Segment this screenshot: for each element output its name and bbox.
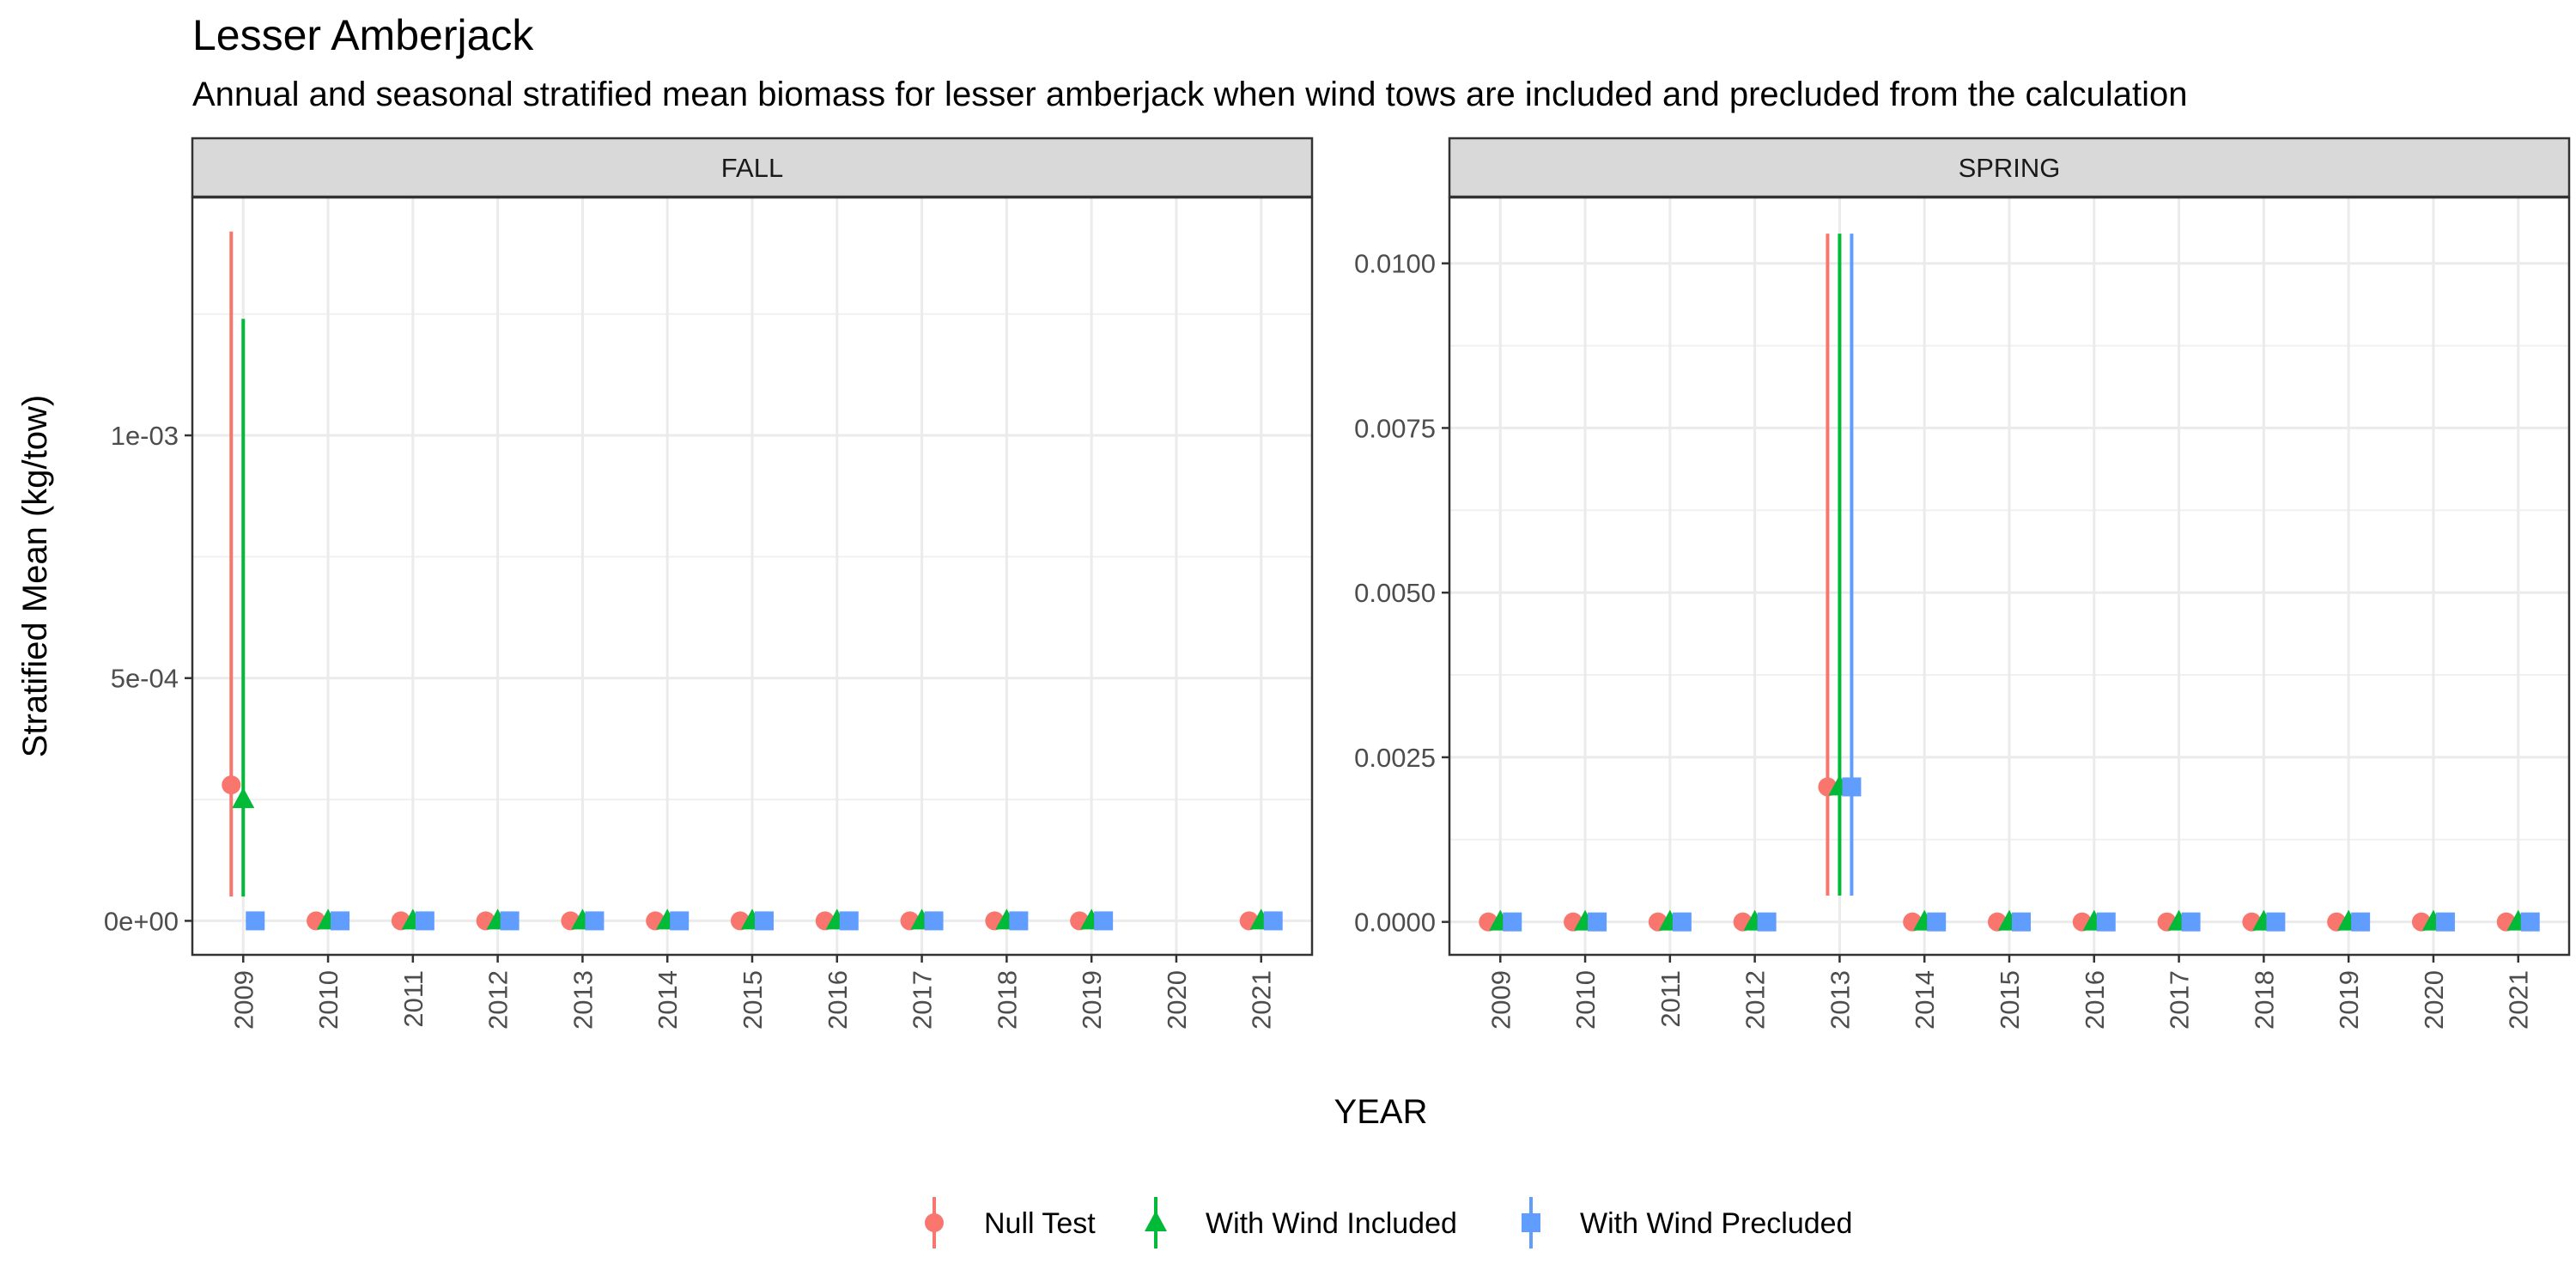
x-tick-label: 2019: [2334, 970, 2364, 1030]
chart-subtitle: Annual and seasonal stratified mean biom…: [192, 76, 2188, 113]
y-tick-label: 0.0000: [1354, 908, 1436, 938]
legend-label: With Wind Precluded: [1580, 1207, 1852, 1240]
data-point: [2012, 912, 2031, 932]
data-point: [1927, 912, 1947, 932]
x-tick-label: 2014: [653, 970, 683, 1030]
legend-key-marker: [1522, 1213, 1540, 1232]
y-tick-label: 0e+00: [104, 906, 179, 936]
y-axis-title: Stratified Mean (kg/tow): [16, 395, 54, 757]
data-point: [1757, 912, 1777, 932]
data-point: [232, 787, 255, 809]
data-point: [2435, 912, 2455, 932]
y-tick-label: 0.0100: [1354, 249, 1436, 279]
facet-label: FALL: [721, 153, 783, 183]
x-tick-label: 2021: [1247, 970, 1277, 1030]
x-tick-label: 2012: [483, 970, 513, 1030]
legend-label: With Wind Included: [1206, 1207, 1457, 1240]
facet-strip: [1448, 137, 2571, 198]
data-point: [2181, 912, 2201, 932]
data-point: [1842, 777, 1862, 797]
x-tick-label: 2010: [313, 970, 343, 1030]
x-tick-label: 2018: [2249, 970, 2279, 1030]
x-tick-label: 2019: [1077, 970, 1107, 1030]
x-tick-label: 2017: [2165, 970, 2195, 1030]
x-tick-label: 2012: [1741, 970, 1771, 1030]
data-point: [670, 911, 690, 931]
x-tick-label: 2013: [568, 970, 598, 1030]
x-tick-label: 2011: [398, 970, 428, 1028]
data-point: [924, 911, 944, 931]
x-tick-label: 2017: [908, 970, 938, 1030]
data-point: [331, 911, 350, 931]
x-tick-label: 2010: [1571, 970, 1601, 1030]
legend-key-marker: [1145, 1211, 1167, 1231]
data-point: [2266, 912, 2286, 932]
y-tick-label: 0.0050: [1354, 578, 1436, 608]
data-point: [1263, 911, 1283, 931]
data-point: [500, 911, 519, 931]
x-tick-label: 2009: [1485, 970, 1516, 1030]
data-point: [839, 911, 859, 931]
x-tick-label: 2020: [2419, 970, 2449, 1030]
legend-key-marker: [925, 1213, 944, 1232]
x-tick-label: 2020: [1162, 970, 1192, 1030]
data-point: [1672, 912, 1692, 932]
data-point: [755, 911, 774, 931]
y-tick-label: 5e-04: [111, 664, 179, 694]
facet-label: SPRING: [1959, 153, 2061, 183]
data-point: [415, 911, 434, 931]
data-point: [1009, 911, 1029, 931]
x-tick-label: 2021: [2504, 970, 2534, 1030]
data-point: [1094, 911, 1114, 931]
x-tick-label: 2015: [738, 970, 768, 1030]
x-tick-label: 2009: [228, 970, 258, 1030]
data-point: [1588, 912, 1607, 932]
y-tick-label: 1e-03: [111, 421, 179, 451]
chart-title: Lesser Amberjack: [192, 11, 534, 59]
x-tick-label: 2014: [1910, 970, 1940, 1030]
data-point: [246, 911, 265, 931]
x-tick-label: 2011: [1656, 970, 1686, 1028]
data-point: [585, 911, 605, 931]
facet-strip: [191, 137, 1314, 198]
x-tick-label: 2015: [1995, 970, 2025, 1030]
legend-label: Null Test: [984, 1207, 1096, 1240]
data-point: [2096, 912, 2116, 932]
y-tick-label: 0.0025: [1354, 743, 1436, 773]
x-tick-label: 2018: [992, 970, 1022, 1030]
x-tick-label: 2016: [823, 970, 853, 1030]
x-tick-label: 2016: [2080, 970, 2110, 1030]
x-tick-label: 2013: [1825, 970, 1855, 1030]
data-point: [1503, 912, 1522, 932]
data-point: [222, 775, 241, 795]
x-axis-title: YEAR: [1334, 1093, 1428, 1131]
data-point: [2351, 912, 2371, 932]
data-point: [2520, 912, 2540, 932]
y-tick-label: 0.0075: [1354, 413, 1436, 443]
